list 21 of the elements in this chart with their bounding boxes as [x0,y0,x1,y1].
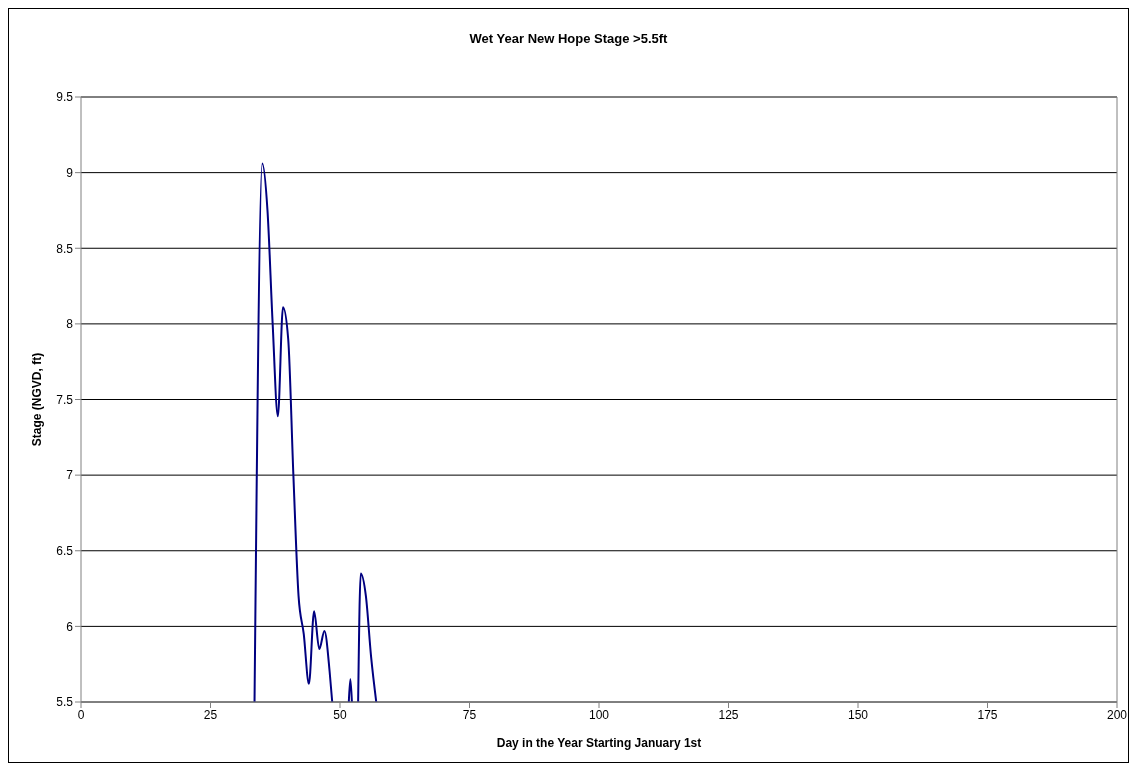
x-tick-label: 50 [333,707,347,722]
x-tick-label: 100 [588,707,610,722]
y-axis-title: Stage (NGVD, ft) [30,352,45,447]
y-tick-label: 7 [66,468,74,483]
y-tick-label: 6 [66,619,74,634]
x-tick-label: 125 [718,707,739,722]
y-tick-label: 9.5 [56,90,74,105]
x-tick-label: 150 [847,707,869,722]
y-tick-label: 8.5 [56,241,74,256]
y-tick-label: 7.5 [56,392,74,407]
x-axis-title: Day in the Year Starting January 1st [496,736,702,750]
y-tick-label: 8 [66,317,74,332]
x-tick-label: 175 [977,707,998,722]
y-tick-label: 9 [66,165,74,180]
x-tick-label: 0 [77,707,85,722]
y-tick-label: 6.5 [56,544,74,559]
y-tick-label: 5.5 [56,695,74,710]
x-tick-label: 200 [1106,707,1128,722]
chart-title: Wet Year New Hope Stage >5.5ft [468,31,669,46]
x-tick-label: 25 [203,707,218,722]
x-tick-label: 75 [462,707,477,722]
